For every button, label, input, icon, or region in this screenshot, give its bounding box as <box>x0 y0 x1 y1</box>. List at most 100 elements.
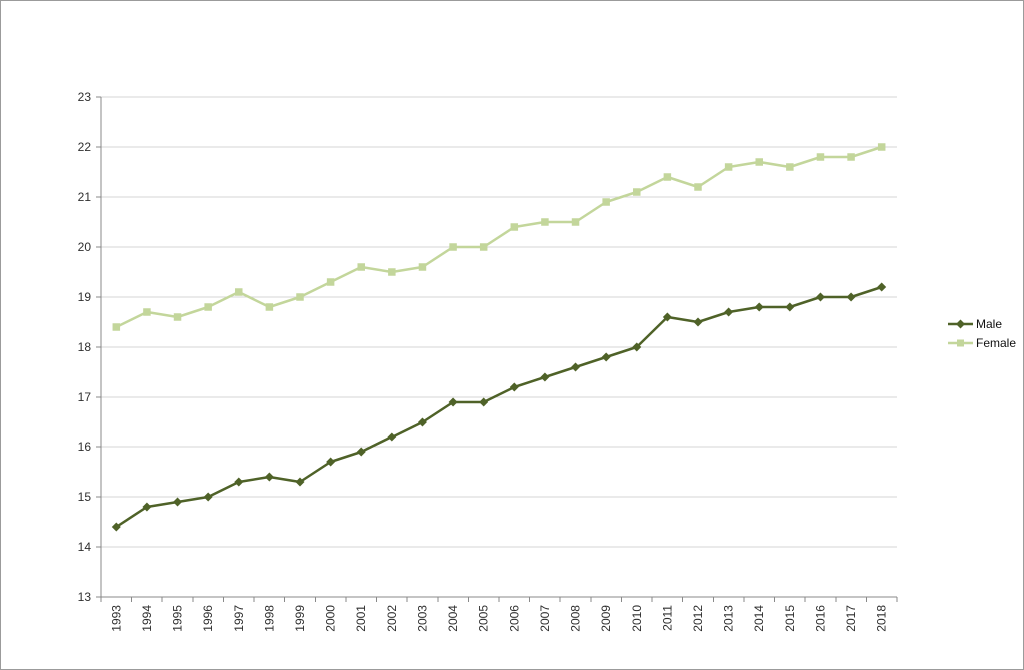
data-point-marker <box>418 263 427 271</box>
x-axis-label: 1997 <box>232 605 246 632</box>
x-axis-label: 2015 <box>783 605 797 632</box>
data-point-marker <box>326 278 335 286</box>
data-point-marker <box>786 163 794 171</box>
legend: Male Female <box>947 314 1016 352</box>
y-axis-label: 16 <box>78 440 92 454</box>
data-point-marker <box>724 163 733 171</box>
data-point-marker <box>877 143 886 151</box>
data-point-marker <box>724 307 734 317</box>
y-axis-label: 15 <box>78 490 92 504</box>
x-axis-label: 1995 <box>171 605 185 632</box>
y-axis-label: 14 <box>78 540 92 554</box>
x-axis-label: 2007 <box>538 605 552 632</box>
x-axis-label: 1999 <box>293 605 307 632</box>
data-point-marker <box>479 397 489 407</box>
data-point-marker <box>633 188 641 196</box>
x-axis-label: 2006 <box>507 605 521 632</box>
data-point-marker <box>143 308 151 316</box>
x-axis-label: 2005 <box>477 605 491 632</box>
data-point-marker <box>387 432 397 442</box>
x-axis-label: 2004 <box>446 605 460 632</box>
data-point-marker <box>662 312 672 322</box>
data-point-marker <box>111 522 121 532</box>
data-point-marker <box>632 342 642 352</box>
legend-label-male: Male <box>976 316 1003 331</box>
x-axis-label: 2012 <box>691 605 705 632</box>
male-series-swatch-icon <box>948 319 973 328</box>
x-axis-label: 1998 <box>262 605 276 632</box>
data-point-marker <box>357 263 365 271</box>
series-line-female <box>115 145 883 329</box>
y-axis-label: 20 <box>78 240 92 254</box>
data-point-marker <box>204 303 212 311</box>
y-axis-label: 18 <box>78 340 92 354</box>
data-point-marker <box>541 218 549 226</box>
data-point-marker <box>479 243 488 251</box>
x-axis-label: 2002 <box>385 605 399 632</box>
data-point-marker <box>755 158 763 166</box>
data-point-marker <box>173 313 182 321</box>
y-axis-label: 21 <box>78 190 92 204</box>
data-point-marker <box>449 243 457 251</box>
x-axis-label: 2008 <box>569 605 583 632</box>
data-point-marker <box>816 153 825 161</box>
data-point-marker <box>417 417 427 427</box>
data-point-marker <box>510 223 519 231</box>
x-axis-label: 2017 <box>844 605 858 632</box>
x-axis-label: 1994 <box>140 605 154 632</box>
data-point-marker <box>326 457 336 467</box>
data-point-marker <box>602 198 610 206</box>
data-point-marker <box>815 292 825 302</box>
data-point-marker <box>203 492 213 502</box>
data-point-marker <box>173 497 183 507</box>
data-point-marker <box>234 477 244 487</box>
x-axis-label: 2001 <box>354 605 368 632</box>
y-axis-label: 13 <box>78 590 92 604</box>
x-axis-label: 1993 <box>109 605 123 632</box>
x-axis-label: 2011 <box>660 605 674 631</box>
x-axis-label: 2009 <box>599 605 613 632</box>
data-point-marker <box>601 352 611 362</box>
y-axis-label: 23 <box>78 90 92 104</box>
data-point-marker <box>694 183 702 191</box>
x-axis-label: 2014 <box>752 605 766 632</box>
data-point-marker <box>785 302 795 312</box>
data-point-marker <box>142 502 152 512</box>
data-point-marker <box>693 317 703 327</box>
x-axis-label: 1996 <box>201 605 215 632</box>
x-axis-label: 2013 <box>722 605 736 632</box>
data-point-marker <box>264 472 274 482</box>
data-point-marker <box>388 268 396 276</box>
data-point-marker <box>265 303 274 311</box>
data-point-marker <box>295 477 305 487</box>
legend-item-female: Female <box>947 333 1016 352</box>
x-axis-label: 2018 <box>875 605 889 632</box>
x-axis-label: 2003 <box>415 605 429 632</box>
data-point-marker <box>846 292 856 302</box>
data-point-marker <box>112 323 121 331</box>
series-line-male <box>115 285 883 529</box>
data-point-marker <box>356 447 366 457</box>
data-point-marker <box>847 153 855 161</box>
data-point-marker <box>448 397 458 407</box>
legend-item-male: Male <box>947 314 1016 333</box>
y-axis-label: 19 <box>78 290 92 304</box>
data-point-marker <box>509 382 519 392</box>
female-series-swatch-icon <box>948 339 973 346</box>
x-axis-label: 2000 <box>324 605 338 632</box>
data-point-marker <box>296 293 304 301</box>
y-axis-label: 22 <box>78 140 92 154</box>
data-point-marker <box>754 302 764 312</box>
data-point-marker <box>663 173 672 181</box>
data-point-marker <box>235 288 243 296</box>
data-point-marker <box>877 282 887 292</box>
x-axis-label: 2016 <box>813 605 827 632</box>
data-point-marker <box>571 362 581 372</box>
y-axis-label: 17 <box>78 390 92 404</box>
legend-label-female: Female <box>976 335 1017 350</box>
data-point-marker <box>540 372 550 382</box>
data-point-marker <box>571 218 580 226</box>
x-axis-label: 2010 <box>630 605 644 632</box>
